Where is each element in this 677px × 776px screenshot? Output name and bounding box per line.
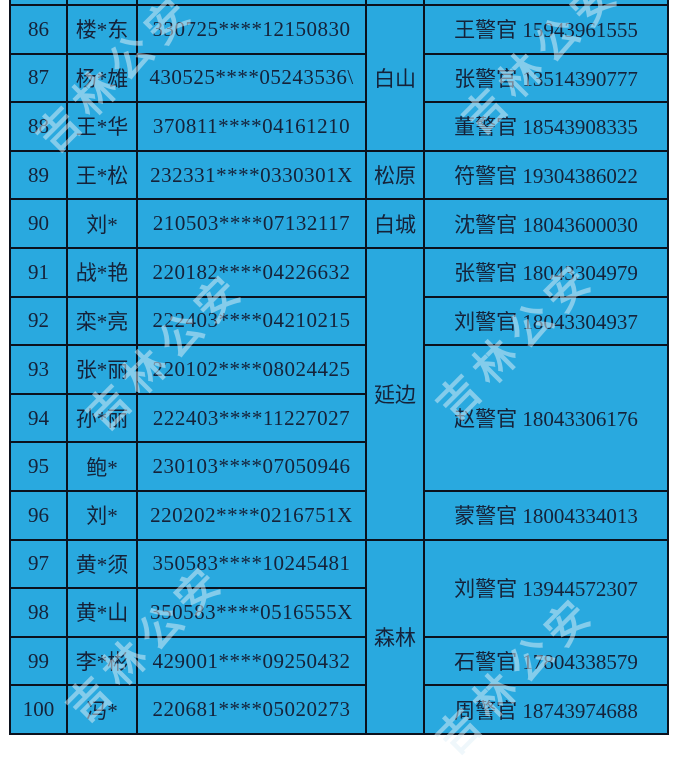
id-cell: 230103****07050946 [136, 441, 367, 492]
region-cell: 松原 [365, 149, 425, 201]
officer-cell: 石警官 17804338579 [423, 635, 669, 687]
name-cell: 楼*东 [66, 4, 138, 55]
serial-cell: 98 [9, 587, 68, 638]
serial-cell: 87 [9, 52, 68, 104]
officer-cell [423, 0, 669, 6]
serial-cell: 97 [9, 538, 68, 590]
name-cell: 张*丽 [66, 344, 138, 395]
table-row: 97 黄*须 350583****10245481 森林 刘警官 1394457… [9, 538, 669, 735]
name-cell: 冯* [66, 684, 138, 735]
id-cell: 430525****05243536\ [136, 52, 367, 104]
officer-cell: 张警官 13514390777 [423, 52, 669, 104]
serial-cell: 96 [9, 489, 68, 541]
table-row: 91 战*艳 220182****04226632 延边 张警官 1804330… [9, 246, 669, 541]
serial-cell: 86 [9, 4, 68, 55]
name-cell: 王*松 [66, 149, 138, 201]
officer-cell: 刘警官 13944572307 [423, 538, 669, 638]
id-cell: 222403****04210215 [136, 295, 367, 347]
serial-cell [9, 0, 68, 6]
serial-cell: 95 [9, 441, 68, 492]
serial-cell: 92 [9, 295, 68, 347]
table-row: 96 刘* 220202****0216751X 蒙警官 18004334013 [9, 489, 669, 541]
officer-cell: 赵警官 18043306176 [423, 344, 669, 492]
name-cell: 黄*山 [66, 587, 138, 638]
table-row: 98 黄*山 350583****0516555X [9, 587, 668, 638]
table-row: 99 李*彬 429001****09250432 石警官 1780433857… [9, 635, 669, 687]
serial-cell: 94 [9, 392, 68, 444]
name-cell: 杨*雄 [66, 52, 138, 104]
region-cell [365, 0, 425, 6]
id-cell: 220102****08024425 [136, 344, 367, 395]
table-row: 87 杨*雄 430525****05243536\ 张警官 135143907… [9, 52, 669, 104]
region-cell: 森林 [365, 538, 425, 735]
region-cell: 白山 [365, 4, 425, 152]
officer-cell: 沈警官 18043600030 [423, 198, 669, 249]
table-row: 100 冯* 220681****05020273 周警官 1874397468… [9, 684, 669, 735]
id-cell: 350583****0516555X [136, 587, 367, 638]
name-cell [66, 0, 138, 6]
name-cell: 王*华 [66, 101, 138, 152]
table-row: 92 栾*亮 222403****04210215 刘警官 1804330493… [9, 295, 669, 347]
id-cell: 429001****09250432 [136, 635, 367, 687]
id-cell: 220182****04226632 [136, 246, 367, 298]
table-row: 89 王*松 232331****0330301X 松原 符警官 1930438… [9, 149, 669, 201]
serial-cell: 93 [9, 344, 68, 395]
officer-cell: 王警官 15943961555 [423, 4, 669, 55]
table-row: 88 王*华 370811****04161210 董警官 1854390833… [9, 101, 669, 152]
id-cell: 370811****04161210 [136, 101, 367, 152]
id-cell: 330725****12150830 [136, 4, 367, 55]
region-cell: 白城 [365, 198, 425, 249]
officer-cell: 刘警官 18043304937 [423, 295, 669, 347]
serial-cell: 88 [9, 101, 68, 152]
officer-cell: 符警官 19304386022 [423, 149, 669, 201]
id-cell: 222403****11227027 [136, 392, 367, 444]
serial-cell: 91 [9, 246, 68, 298]
table-row: 94 孙*丽 222403****11227027 [9, 392, 668, 444]
name-cell: 孙*丽 [66, 392, 138, 444]
region-cell: 延边 [365, 246, 425, 541]
id-cell: 220681****05020273 [136, 684, 367, 735]
table-row: 90 刘* 210503****07132117 白城 沈警官 18043600… [9, 198, 669, 249]
id-cell: 350583****10245481 [136, 538, 367, 590]
officer-cell: 董警官 18543908335 [423, 101, 669, 152]
name-cell: 刘* [66, 489, 138, 541]
name-cell: 鲍* [66, 441, 138, 492]
table-row: 95 鲍* 230103****07050946 [9, 441, 668, 492]
suspect-roster-table: 86 楼*东 330725****12150830 白山 王警官 1594396… [9, 0, 669, 735]
id-cell: 220202****0216751X [136, 489, 367, 541]
table-row: 86 楼*东 330725****12150830 白山 王警官 1594396… [9, 4, 669, 152]
serial-cell: 90 [9, 198, 68, 249]
table-row: 93 张*丽 220102****08024425 赵警官 1804330617… [9, 344, 669, 492]
table-row-partial [9, 0, 669, 6]
officer-cell: 周警官 18743974688 [423, 684, 669, 735]
name-cell: 战*艳 [66, 246, 138, 298]
name-cell: 李*彬 [66, 635, 138, 687]
serial-cell: 100 [9, 684, 68, 735]
name-cell: 栾*亮 [66, 295, 138, 347]
id-cell [136, 0, 367, 6]
officer-cell: 蒙警官 18004334013 [423, 489, 669, 541]
serial-cell: 99 [9, 635, 68, 687]
id-cell: 232331****0330301X [136, 149, 367, 201]
name-cell: 黄*须 [66, 538, 138, 590]
name-cell: 刘* [66, 198, 138, 249]
serial-cell: 89 [9, 149, 68, 201]
officer-cell: 张警官 18043304979 [423, 246, 669, 298]
id-cell: 210503****07132117 [136, 198, 367, 249]
